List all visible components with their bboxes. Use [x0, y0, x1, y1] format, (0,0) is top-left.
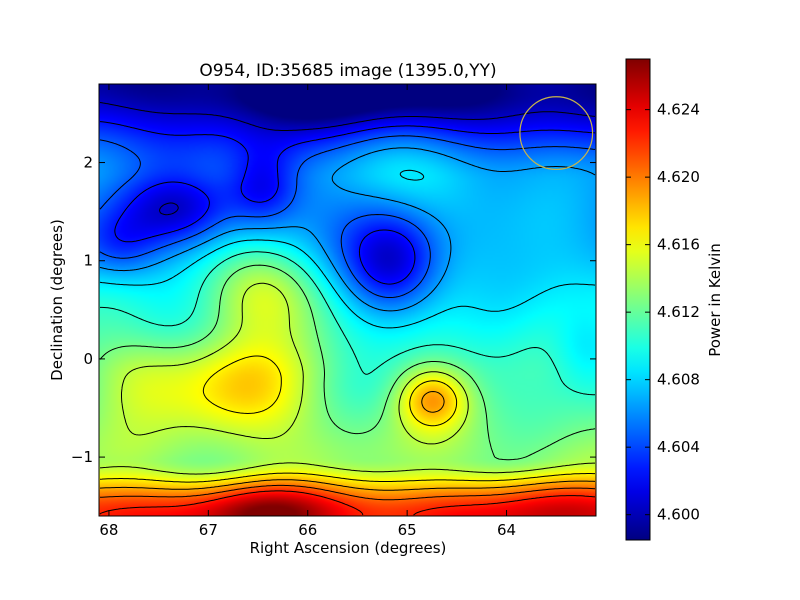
contour-line: [100, 251, 596, 396]
x-axis-ticks: 68 67 66 65 64: [99, 84, 516, 539]
contour-line: [99, 484, 596, 501]
colorbar-gradient: [625, 58, 651, 541]
contour-line: [99, 282, 595, 475]
x-tick-label: 68: [99, 521, 118, 539]
colorbar-tick-label: 4.612: [657, 303, 700, 321]
contour-line: [99, 135, 596, 298]
beam-marker-circle: [519, 96, 594, 171]
x-tick-label: 65: [398, 521, 417, 539]
contour-line: [99, 355, 595, 483]
y-axis-ticks: 2 1 0 −1: [71, 154, 596, 466]
colorbar-tick-label: 4.604: [657, 438, 700, 456]
colorbar-label: Power in Kelvin: [706, 243, 724, 357]
colorbar-ticks: 4.600 4.604 4.608 4.612 4.616 4.620 4.624: [626, 101, 700, 524]
colorbar-tick-label: 4.620: [657, 168, 700, 186]
chart-title: O954, ID:35685 image (1395.0,YY): [199, 61, 496, 81]
plot-area: 68 67 66 65 64 2 1 0 −1: [71, 83, 597, 539]
contour-line: [99, 391, 596, 491]
x-tick-label: 67: [199, 521, 218, 539]
colorbar-tick-label: 4.624: [657, 101, 700, 119]
x-tick-label: 66: [298, 521, 317, 539]
colorbar-tick-label: 4.608: [657, 371, 700, 389]
contour-line: [99, 490, 596, 516]
contour-line: [99, 147, 596, 312]
colorbar-tick-label: 4.600: [657, 506, 700, 524]
contour-line: [99, 264, 596, 461]
y-axis-label: Declination (degrees): [48, 219, 66, 381]
plot-frame: [98, 83, 597, 517]
y-tick-label: 2: [83, 154, 93, 172]
colorbar-tick-label: 4.616: [657, 236, 700, 254]
x-tick-label: 64: [497, 521, 516, 539]
y-tick-label: 1: [83, 252, 93, 270]
heatmap-image: [99, 84, 596, 516]
colorbar: 4.600 4.604 4.608 4.612 4.616 4.620 4.624: [625, 58, 700, 541]
contour-line: [99, 121, 596, 285]
contour-line: [99, 169, 596, 329]
y-tick-label: 0: [83, 350, 93, 368]
contour-line: [99, 102, 596, 216]
x-axis-label: Right Ascension (degrees): [250, 539, 447, 557]
y-tick-label: −1: [71, 448, 93, 466]
contour-lines: [99, 102, 596, 516]
